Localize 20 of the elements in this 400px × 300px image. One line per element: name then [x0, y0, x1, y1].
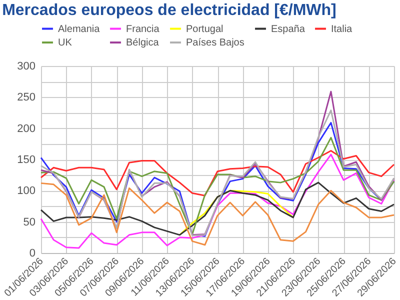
- legend-label: Países Bajos: [186, 38, 244, 48]
- legend-label: UK: [58, 38, 72, 48]
- legend-label: España: [271, 24, 306, 35]
- y-tick-label: 0: [29, 248, 36, 260]
- legend-label: Bélgica: [126, 38, 160, 48]
- y-tick-label: 200: [17, 122, 36, 135]
- line-series: [40, 182, 395, 236]
- legend-label: Italia: [331, 24, 353, 35]
- line-series: [40, 154, 395, 249]
- y-tick-label: 150: [17, 154, 36, 166]
- chart-title: Mercados europeos de electricidad [€/MWh]: [2, 2, 336, 19]
- line-series: [40, 150, 395, 196]
- y-tick-label: 50: [23, 216, 36, 228]
- legend-label: Portugal: [186, 24, 224, 35]
- y-tick-label: 300: [17, 60, 36, 72]
- y-tick-label: 250: [17, 92, 36, 104]
- line-series: [40, 182, 395, 246]
- y-tick-label: 100: [17, 185, 36, 198]
- legend-label: Alemania: [58, 24, 100, 35]
- legend-label: Francia: [126, 24, 160, 35]
